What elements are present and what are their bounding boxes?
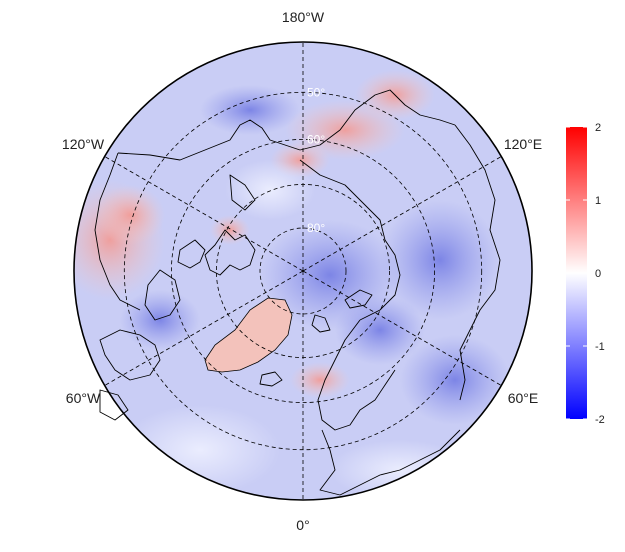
warm-anomaly-arctic-archipelago: [210, 215, 250, 245]
latitude-label-50: 50°: [307, 85, 325, 99]
colorbar-tick-label: 1: [595, 195, 601, 207]
meridian-60: [302, 270, 502, 386]
coastline-siberia-north: [299, 159, 401, 321]
longitude-label-0: 0°: [296, 517, 309, 533]
coastline-labrador: [99, 329, 161, 381]
coastline-banks-island: [229, 174, 256, 211]
warm-anomaly-norwegian-sea: [290, 362, 350, 398]
pale-area-atlantic: [120, 405, 280, 495]
coastline-svalbard: [311, 314, 331, 333]
latitude-labels: 50° 60° 80°: [307, 85, 325, 235]
meridian-240: [104, 156, 304, 272]
colorbar-tick-label: 2: [595, 122, 601, 134]
coastline-ellesmere: [204, 229, 256, 276]
coastline-baffin-north: [177, 239, 206, 269]
colorbar-tick-label: -2: [595, 414, 605, 426]
meridian-300: [104, 270, 304, 386]
greenland-landmass: [204, 297, 293, 373]
longitude-label-120w: 120°W: [62, 136, 105, 152]
coastline-baffin: [144, 269, 181, 321]
longitude-labels: 180°W 120°W 120°E 60°W 60°E 0°: [62, 9, 542, 533]
meridian-120: [302, 156, 502, 272]
coastline-europe: [319, 429, 461, 496]
latitude-circle-80: [259, 227, 347, 315]
colorbar-gradient: [566, 127, 587, 419]
coastline-canada-west: [94, 152, 141, 311]
coastline-scandinavia: [317, 319, 396, 431]
colorbar: 2 1 0 -1 -2: [566, 122, 605, 426]
longitude-label-60e: 60°E: [508, 390, 539, 406]
colorbar-tick-label: -1: [595, 341, 605, 353]
graticule: [104, 42, 502, 500]
coastline-chukotka: [299, 89, 456, 151]
map-boundary: [73, 41, 533, 501]
cool-anomaly-hudson: [120, 290, 200, 350]
latitude-label-80: 80°: [307, 221, 325, 235]
longitude-label-120e: 120°E: [504, 136, 542, 152]
colorbar-tick-label: 0: [595, 268, 601, 280]
cool-anomaly-north-pacific: [200, 85, 300, 135]
warm-anomaly-canada: [95, 185, 165, 245]
latitude-label-60: 60°: [307, 132, 325, 146]
latitude-circle-60: [170, 138, 436, 404]
coastline-alaska: [117, 119, 301, 161]
coastline-novaya-zemlya: [344, 289, 373, 309]
coastline-iceland: [259, 371, 283, 387]
cool-anomaly-siberia: [380, 200, 500, 320]
pale-area-beaufort: [225, 160, 315, 220]
longitude-label-180w: 180°W: [282, 9, 325, 25]
cool-anomaly-barents: [335, 295, 425, 365]
coastline-newfoundland: [99, 389, 129, 421]
anomaly-field: [74, 42, 532, 500]
cool-anomaly-eurasia: [400, 335, 510, 425]
longitude-label-60w: 60°W: [66, 390, 101, 406]
